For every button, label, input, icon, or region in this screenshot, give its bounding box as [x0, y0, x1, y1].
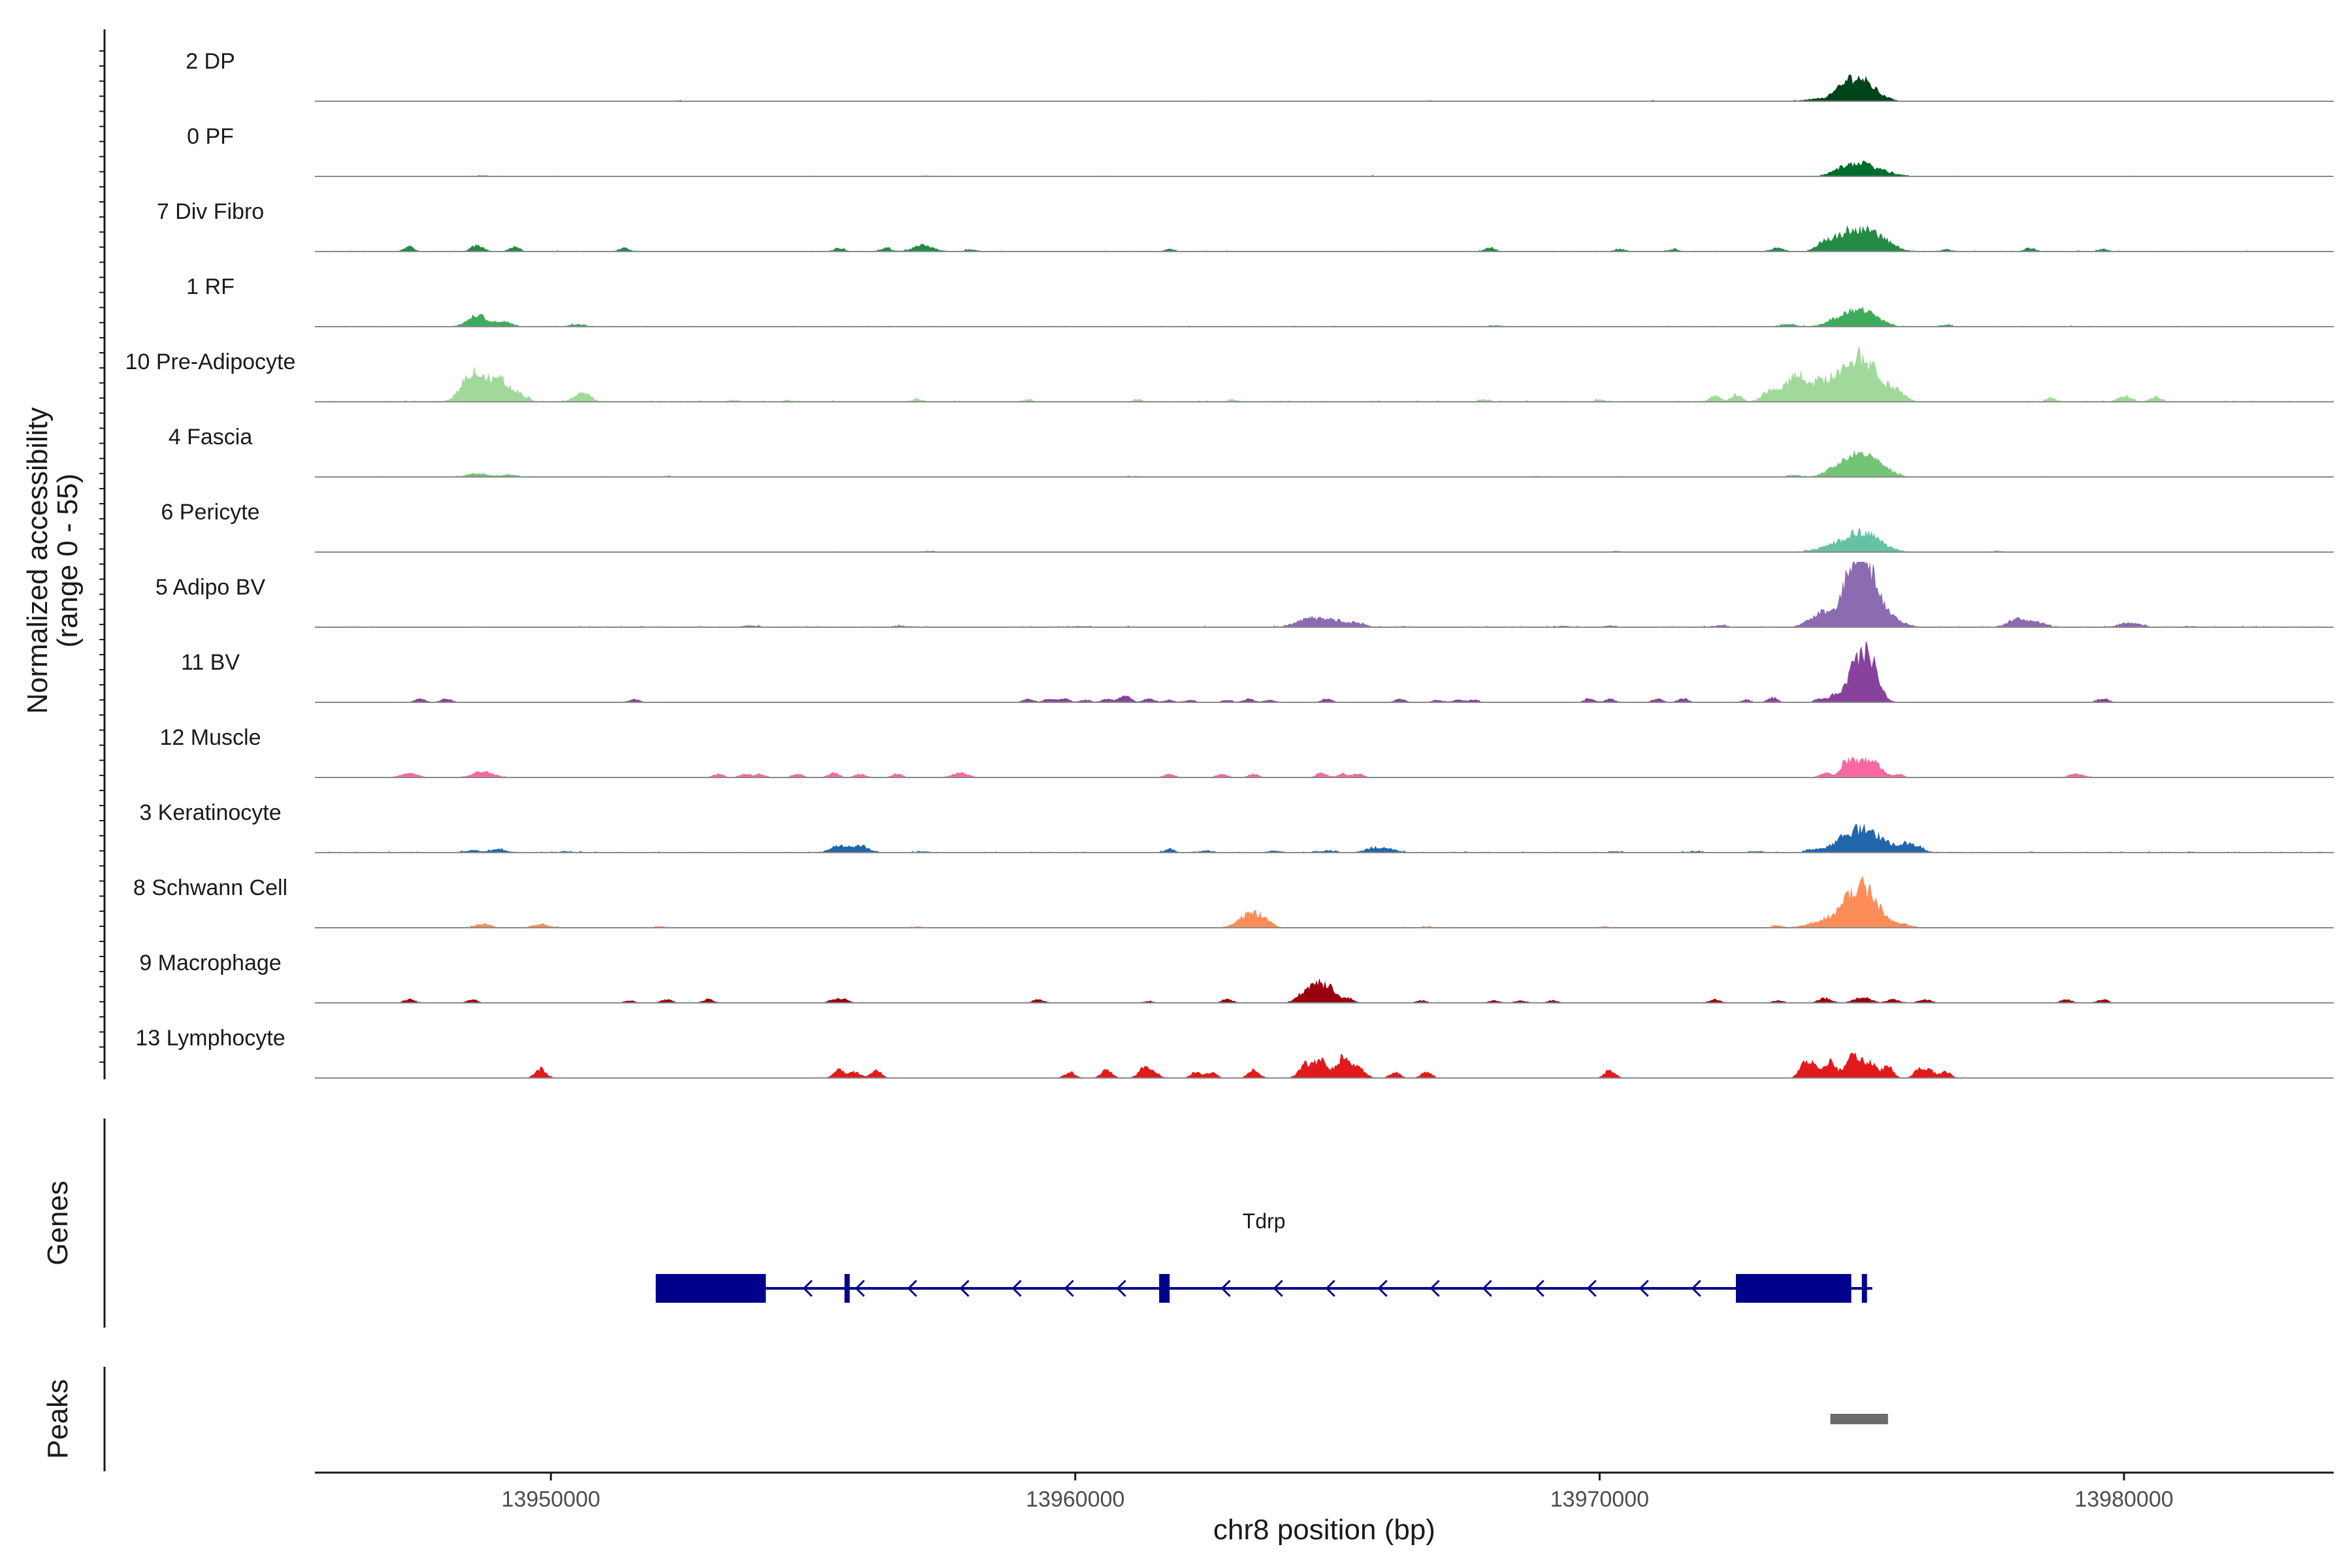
gene-name-label: Tdrp [1243, 1209, 1286, 1233]
coverage-area [315, 757, 2334, 777]
track-9-macrophage: 9 Macrophage [139, 951, 2334, 1004]
strand-arrow [1377, 1279, 1388, 1298]
track-label: 7 Div Fibro [157, 199, 264, 224]
track-label: 4 Fascia [169, 425, 253, 449]
peaks-panel-title: Peaks [42, 1379, 74, 1459]
track-label: 2 DP [186, 49, 235, 74]
genes-panel-title: Genes [42, 1181, 74, 1266]
track-label: 13 Lymphocyte [135, 1026, 285, 1051]
strand-arrow [1116, 1279, 1126, 1298]
x-axis: 13950000 13960000 13970000 13980000 chr8 po… [315, 1471, 2334, 1546]
x-axis-ticks: 13950000 13960000 13970000 13980000 [502, 1473, 2174, 1512]
coverage-area [315, 1052, 2334, 1078]
gene-exon [1861, 1274, 1867, 1303]
peak-regions [1830, 1414, 1888, 1424]
coverage-tracks: 2 DP 0 PF 7 Div Fibro 1 RF 10 Pre-Adipocyte 4… [125, 49, 2334, 1079]
strand-arrow [802, 1279, 813, 1298]
x-tick-label: 13950000 [502, 1487, 600, 1512]
gene-exon [1159, 1274, 1170, 1303]
genes-panel: Genes Tdrp [42, 1119, 1872, 1328]
coverage-area [315, 528, 2334, 552]
track-3-keratinocyte: 3 Keratinocyte [139, 800, 2334, 853]
track-label: 6 Pericyte [161, 500, 259, 525]
y-axis-range-label: (range 0 - 55) [52, 474, 84, 648]
strand-arrow [1273, 1279, 1283, 1298]
coverage-area [315, 74, 2334, 101]
coverage-area [315, 562, 2334, 627]
track-12-muscle: 12 Muscle [160, 725, 2334, 778]
gene-model-tdrp [655, 1274, 1872, 1303]
x-axis-title: chr8 position (bp) [1213, 1514, 1435, 1546]
strand-arrow [1325, 1279, 1335, 1298]
track-label: 0 PF [187, 124, 234, 149]
peak-region [1830, 1414, 1888, 1424]
coverage-area [315, 876, 2334, 928]
strand-arrow [907, 1279, 917, 1298]
track-label: 12 Muscle [160, 725, 261, 750]
track-11-bv: 11 BV [181, 641, 2334, 703]
track-label: 9 Macrophage [139, 951, 281, 975]
strand-arrow [1011, 1279, 1022, 1298]
coverage-area [315, 225, 2334, 252]
strand-arrow [1482, 1279, 1492, 1298]
coverage-area [315, 823, 2334, 853]
track-8-schwann-cell: 8 Schwann Cell [133, 875, 2334, 928]
strand-arrow [1639, 1279, 1649, 1298]
strand-arrow [1534, 1279, 1544, 1298]
track-label: 1 RF [186, 274, 235, 299]
gene-exon [1736, 1274, 1852, 1303]
y-axis-title: Normalized accessibility [22, 407, 54, 713]
coverage-area [315, 641, 2334, 702]
coverage-area [315, 449, 2334, 477]
track-13-lymphocyte: 13 Lymphocyte [135, 1026, 2334, 1079]
track-label: 11 BV [181, 650, 240, 675]
track-label: 10 Pre-Adipocyte [125, 350, 296, 374]
strand-arrow [959, 1279, 970, 1298]
track-4-fascia: 4 Fascia [169, 425, 2334, 478]
strand-arrow [1064, 1279, 1074, 1298]
y-axis-ticks [99, 50, 105, 1063]
x-tick-label: 13960000 [1026, 1487, 1124, 1512]
track-5-adipo-bv: 5 Adipo BV [155, 562, 2334, 628]
track-2-dp: 2 DP [186, 49, 2334, 102]
strand-arrow [1429, 1279, 1440, 1298]
strand-arrow [855, 1279, 865, 1298]
coverage-area [315, 978, 2334, 1003]
track-0-pf: 0 PF [187, 124, 2334, 177]
track-6-pericyte: 6 Pericyte [161, 500, 2334, 553]
peaks-panel: Peaks [42, 1367, 1888, 1471]
coverage-area [315, 160, 2334, 176]
track-1-rf: 1 RF [186, 274, 2334, 327]
gene-exon [655, 1274, 766, 1303]
track-label: 5 Adipo BV [155, 575, 266, 600]
coverage-area [315, 346, 2334, 402]
track-10-pre-adipocyte: 10 Pre-Adipocyte [125, 346, 2334, 402]
x-tick-label: 13970000 [1550, 1487, 1649, 1512]
gene-exon [844, 1274, 850, 1303]
y-axis: Normalized accessibility (range 0 - 55) [22, 29, 106, 1079]
strand-arrow [1220, 1279, 1231, 1298]
track-label: 3 Keratinocyte [139, 800, 281, 825]
strand-arrow [1586, 1279, 1597, 1298]
strand-arrow [1691, 1279, 1701, 1298]
track-label: 8 Schwann Cell [133, 875, 287, 900]
coverage-area [315, 306, 2334, 327]
x-tick-label: 13980000 [2074, 1487, 2173, 1512]
track-7-div-fibro: 7 Div Fibro [157, 199, 2334, 252]
